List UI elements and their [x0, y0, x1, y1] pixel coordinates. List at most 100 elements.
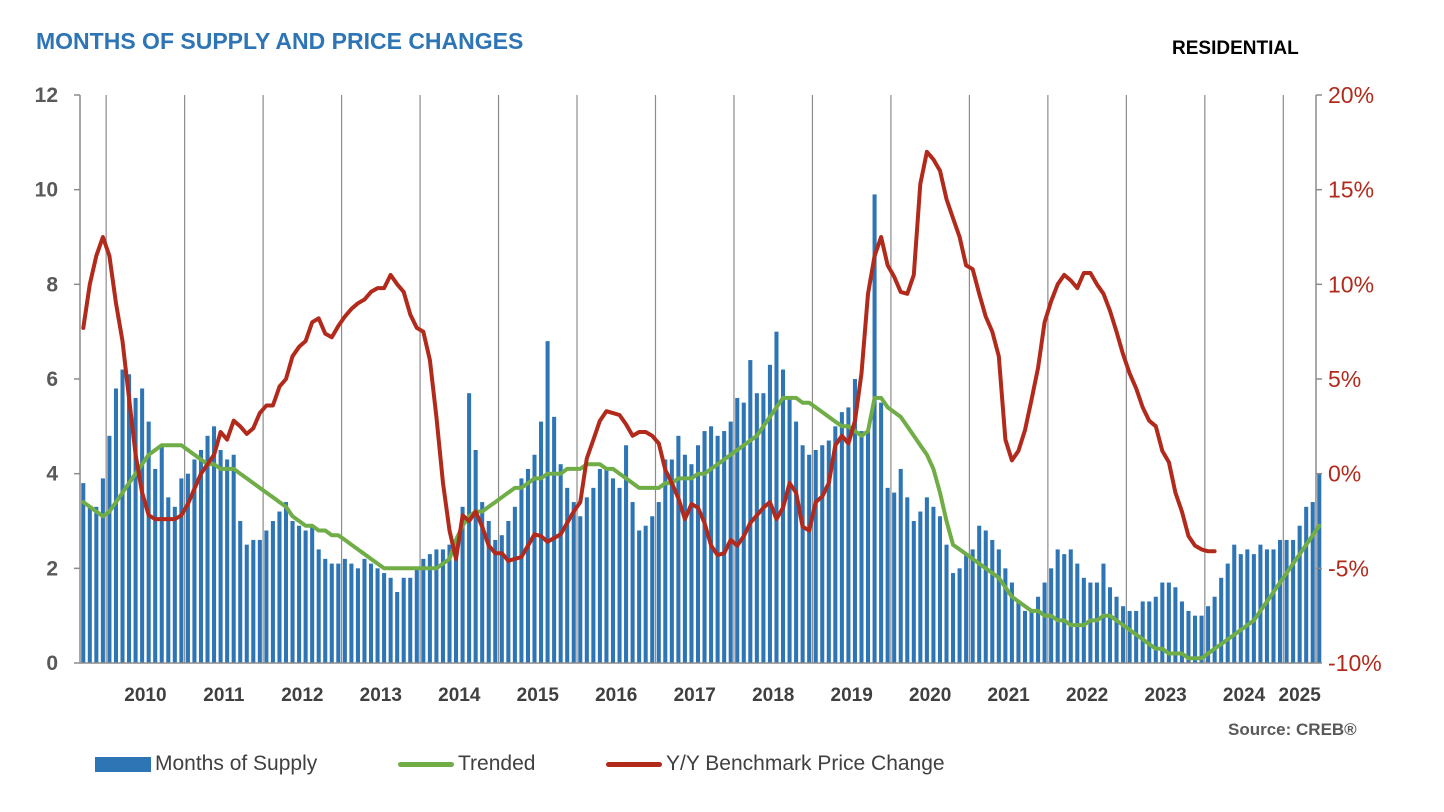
supply-bar [767, 364, 772, 663]
chart-title: MONTHS OF SUPPLY AND PRICE CHANGES [36, 28, 524, 54]
supply-bar [1173, 587, 1178, 663]
supply-bar [898, 468, 903, 663]
supply-bar [584, 497, 589, 663]
supply-bar [624, 445, 629, 663]
supply-bar [1264, 549, 1269, 663]
supply-bar [924, 497, 929, 663]
supply-bar [826, 440, 831, 663]
supply-bar [297, 525, 302, 663]
left-tick-label: 4 [46, 463, 58, 486]
supply-bar [532, 454, 537, 663]
supply-bar [414, 568, 419, 663]
supply-bar [643, 525, 648, 663]
supply-bar [81, 483, 86, 663]
supply-bar [355, 568, 360, 663]
supply-bar [591, 487, 596, 663]
supply-bar [957, 568, 962, 663]
supply-bar [597, 468, 602, 663]
x-tick-label: 2015 [517, 685, 560, 706]
supply-bar [323, 558, 328, 663]
supply-bar [1062, 554, 1067, 663]
left-tick-label: 12 [35, 84, 58, 107]
supply-bar [1160, 582, 1165, 663]
supply-bar [1310, 502, 1315, 663]
supply-bar [212, 426, 217, 663]
supply-bar [218, 450, 223, 663]
supply-bar [964, 554, 969, 663]
x-tick-label: 2014 [438, 685, 481, 706]
supply-bar [185, 473, 190, 663]
supply-bar [316, 549, 321, 663]
supply-bar [676, 435, 681, 663]
price-change-line [81, 149, 1217, 563]
legend-label-price-change: Y/Y Benchmark Price Change [666, 752, 945, 775]
axes [74, 94, 1322, 664]
supply-bar [179, 478, 184, 663]
supply-bar [1101, 563, 1106, 663]
supply-bar [970, 549, 975, 663]
x-tick-label: 2013 [360, 685, 402, 706]
supply-bar [506, 521, 511, 663]
right-tick-label: 15% [1328, 177, 1374, 203]
supply-bar [440, 549, 445, 663]
supply-bar [1225, 563, 1230, 663]
left-tick-label: 6 [46, 368, 58, 391]
supply-bar [525, 468, 530, 663]
supply-bar [1003, 568, 1008, 663]
supply-bar [879, 402, 884, 663]
supply-bar [872, 194, 877, 663]
supply-bar [918, 511, 923, 663]
supply-bar [329, 563, 334, 663]
supply-bar [617, 487, 622, 663]
supply-bar [1094, 582, 1099, 663]
supply-bar [382, 573, 387, 663]
supply-bar [270, 521, 275, 663]
supply-bar [996, 549, 1001, 663]
supply-bar [493, 539, 498, 663]
supply-bar [951, 573, 956, 663]
supply-bar [1284, 539, 1289, 663]
supply-bar [787, 397, 792, 663]
right-tick-label: 0% [1328, 461, 1361, 487]
supply-bar [774, 331, 779, 663]
supply-bar [983, 530, 988, 663]
supply-bar [251, 539, 256, 663]
supply-bar [780, 369, 786, 663]
supply-bar [107, 435, 112, 663]
legend-months-of-supply: Months of Supply [95, 752, 317, 776]
supply-bar [427, 554, 432, 663]
x-tick-label: 2025 [1279, 685, 1322, 706]
supply-bar [1304, 506, 1309, 663]
supply-bar [663, 459, 668, 663]
supply-bar [1278, 539, 1283, 663]
supply-bar [388, 577, 393, 663]
legend-label-months-of-supply: Months of Supply [155, 752, 318, 775]
supply-bar [486, 521, 491, 663]
supply-bar [303, 530, 308, 663]
supply-bar [539, 421, 544, 663]
supply-bar [1179, 601, 1184, 663]
supply-bar [368, 563, 374, 663]
supply-bar [833, 426, 838, 663]
supply-bar [859, 431, 864, 663]
supply-bar [140, 388, 145, 663]
supply-bar [434, 549, 439, 663]
supply-bar [715, 435, 720, 663]
supply-bar [342, 558, 347, 663]
supply-bar [807, 454, 812, 663]
supply-bar [571, 502, 576, 663]
supply-bar [610, 478, 616, 663]
supply-bar [866, 431, 871, 663]
supply-bar [800, 445, 805, 663]
supply-bar [565, 487, 570, 663]
supply-bar [689, 464, 694, 663]
supply-bar [1029, 610, 1034, 663]
legend-trended: Trended [398, 752, 535, 776]
supply-bar [408, 577, 413, 663]
supply-bar [395, 592, 400, 663]
right-tick-label: 5% [1328, 366, 1361, 392]
supply-bar [1212, 596, 1217, 663]
right-tick-label: 20% [1328, 82, 1374, 108]
x-tick-label: 2018 [752, 685, 794, 706]
supply-bar [133, 397, 138, 663]
